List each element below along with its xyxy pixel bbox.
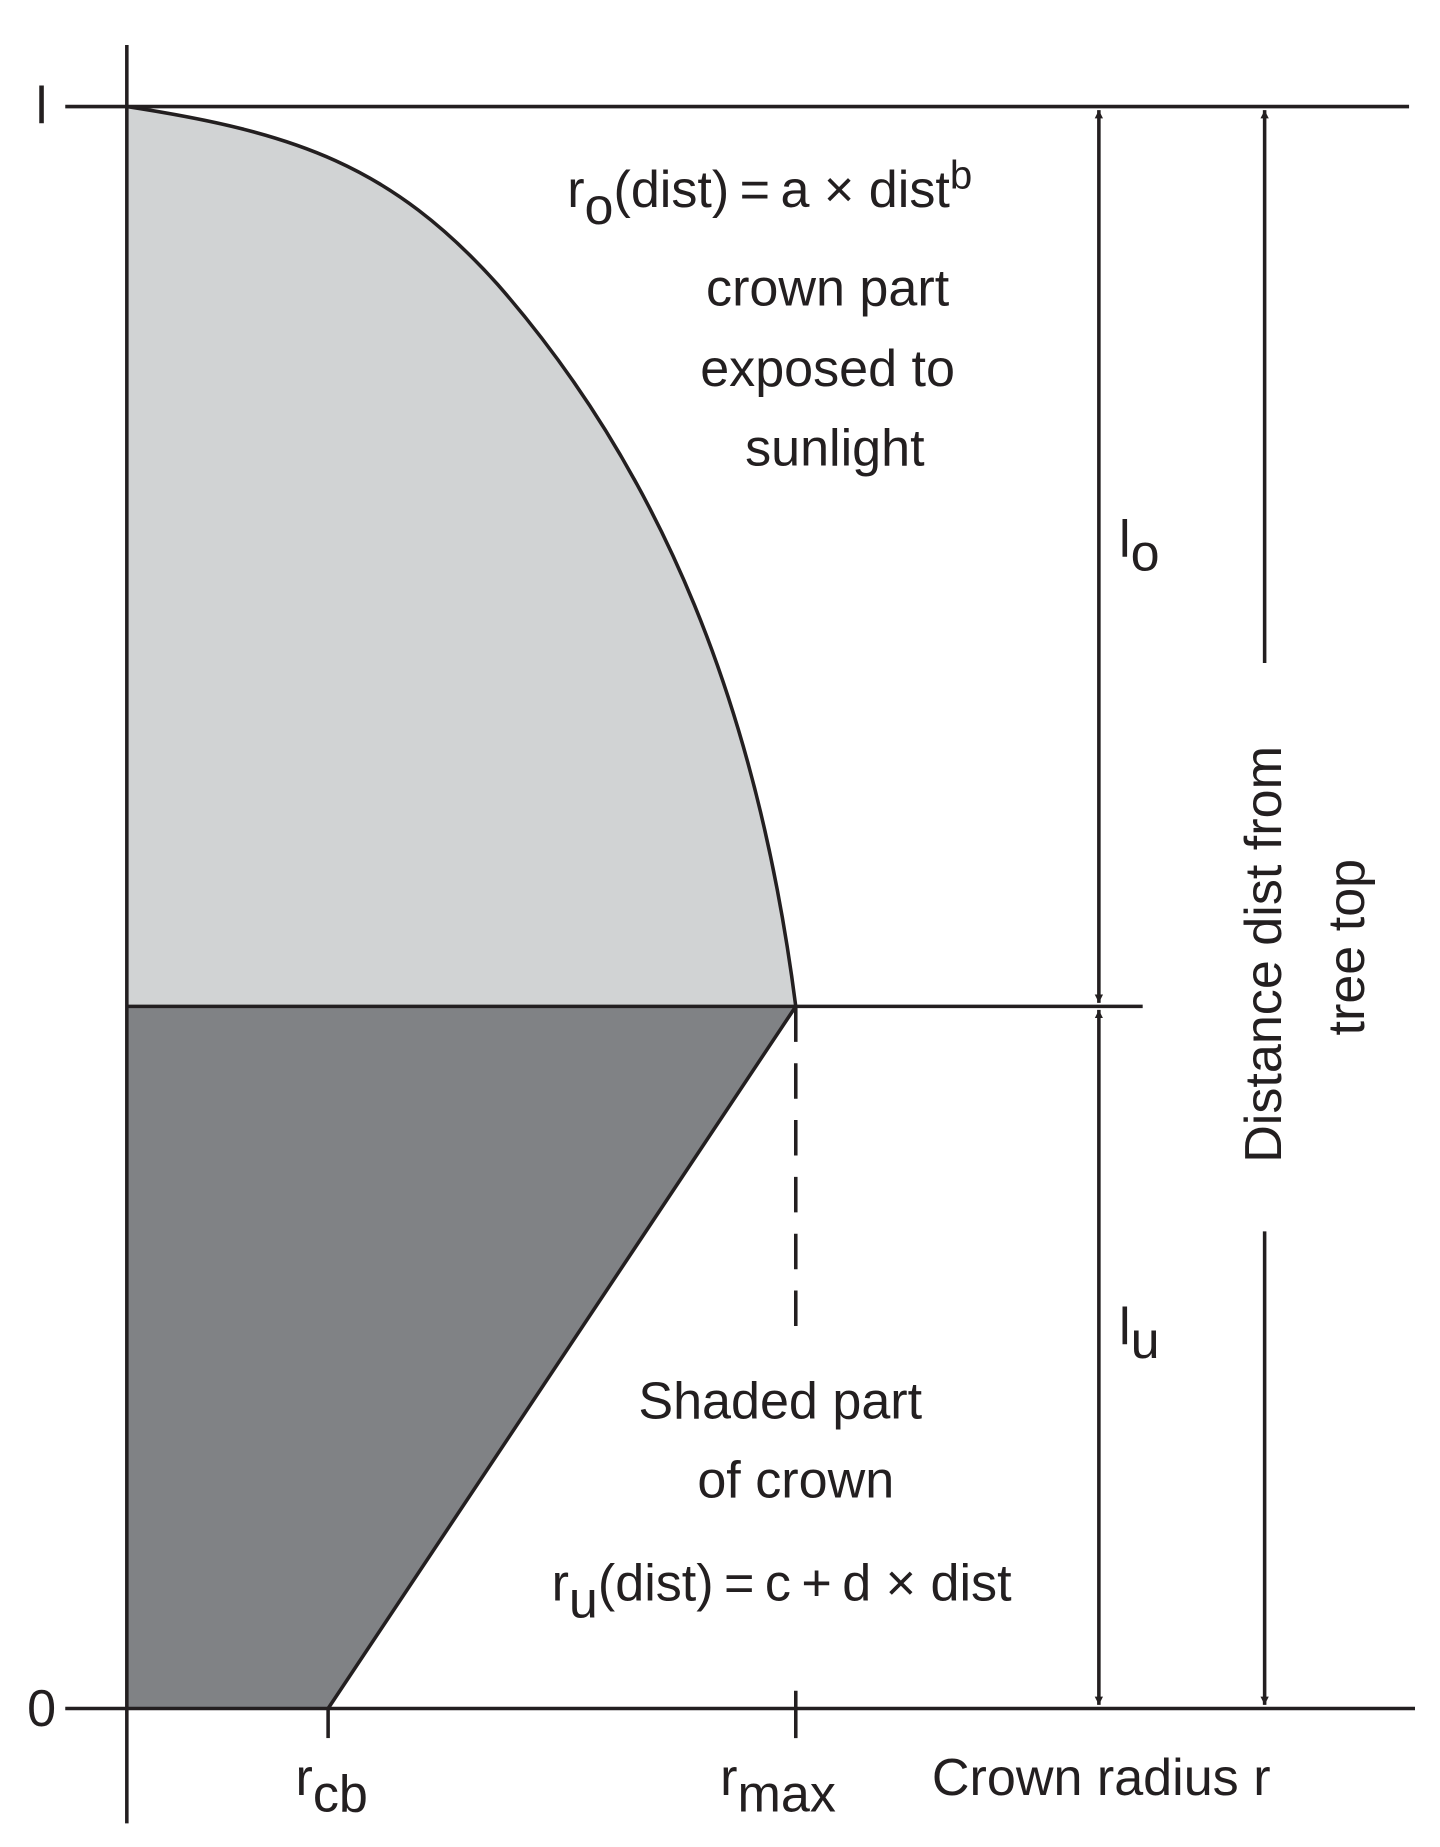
- bottom-label: 0: [27, 1680, 56, 1738]
- lower-crown-outline: [326, 1005, 798, 1710]
- lo-label: lo: [1119, 510, 1160, 582]
- y-title-line: tree top: [1318, 859, 1376, 1036]
- top-label: l: [36, 77, 48, 135]
- label-sub: max: [737, 1765, 835, 1823]
- upper-crown-area: [126, 106, 796, 1007]
- rcb-label: rcb: [295, 1749, 367, 1824]
- description-line: crown part: [706, 259, 950, 317]
- y-title: Distance dist from tree top: [1235, 732, 1376, 1163]
- label-main: r: [720, 1749, 737, 1807]
- label-main: l: [1119, 510, 1131, 568]
- description-line: sunlight: [745, 419, 925, 477]
- rmax-label: rmax: [720, 1749, 836, 1824]
- formula-part: r: [567, 161, 584, 219]
- formula-part: (dist) = c + d × dist: [598, 1555, 1012, 1613]
- upper-description: crown part exposed to sunlight: [700, 259, 969, 477]
- label-sub: o: [1131, 525, 1160, 583]
- description-line: Shaded part: [638, 1372, 922, 1430]
- x-title: Crown radius r: [932, 1749, 1271, 1807]
- lower-formula: ru(dist) = c + d × dist: [552, 1555, 1012, 1630]
- formula-sub: u: [569, 1571, 598, 1629]
- description-line: exposed to: [700, 340, 955, 398]
- lower-crown-area: [126, 1006, 796, 1709]
- label-sub: cb: [313, 1765, 368, 1823]
- description-line: of crown: [697, 1452, 894, 1510]
- label-sub: u: [1131, 1312, 1160, 1370]
- upper-crown-outline: [126, 104, 798, 1007]
- label-main: r: [295, 1749, 312, 1807]
- y-title-line: Distance dist from: [1235, 746, 1293, 1163]
- upper-formula: ro(dist) = a × distb: [567, 152, 972, 236]
- lu-label: lu: [1119, 1298, 1160, 1370]
- formula-sub: o: [585, 178, 614, 236]
- formula-part: (dist) = a × dist: [614, 161, 951, 219]
- formula-sup: b: [950, 152, 972, 197]
- formula-part: r: [552, 1555, 569, 1613]
- lower-description: Shaded part of crown: [638, 1372, 936, 1509]
- label-main: l: [1119, 1298, 1131, 1356]
